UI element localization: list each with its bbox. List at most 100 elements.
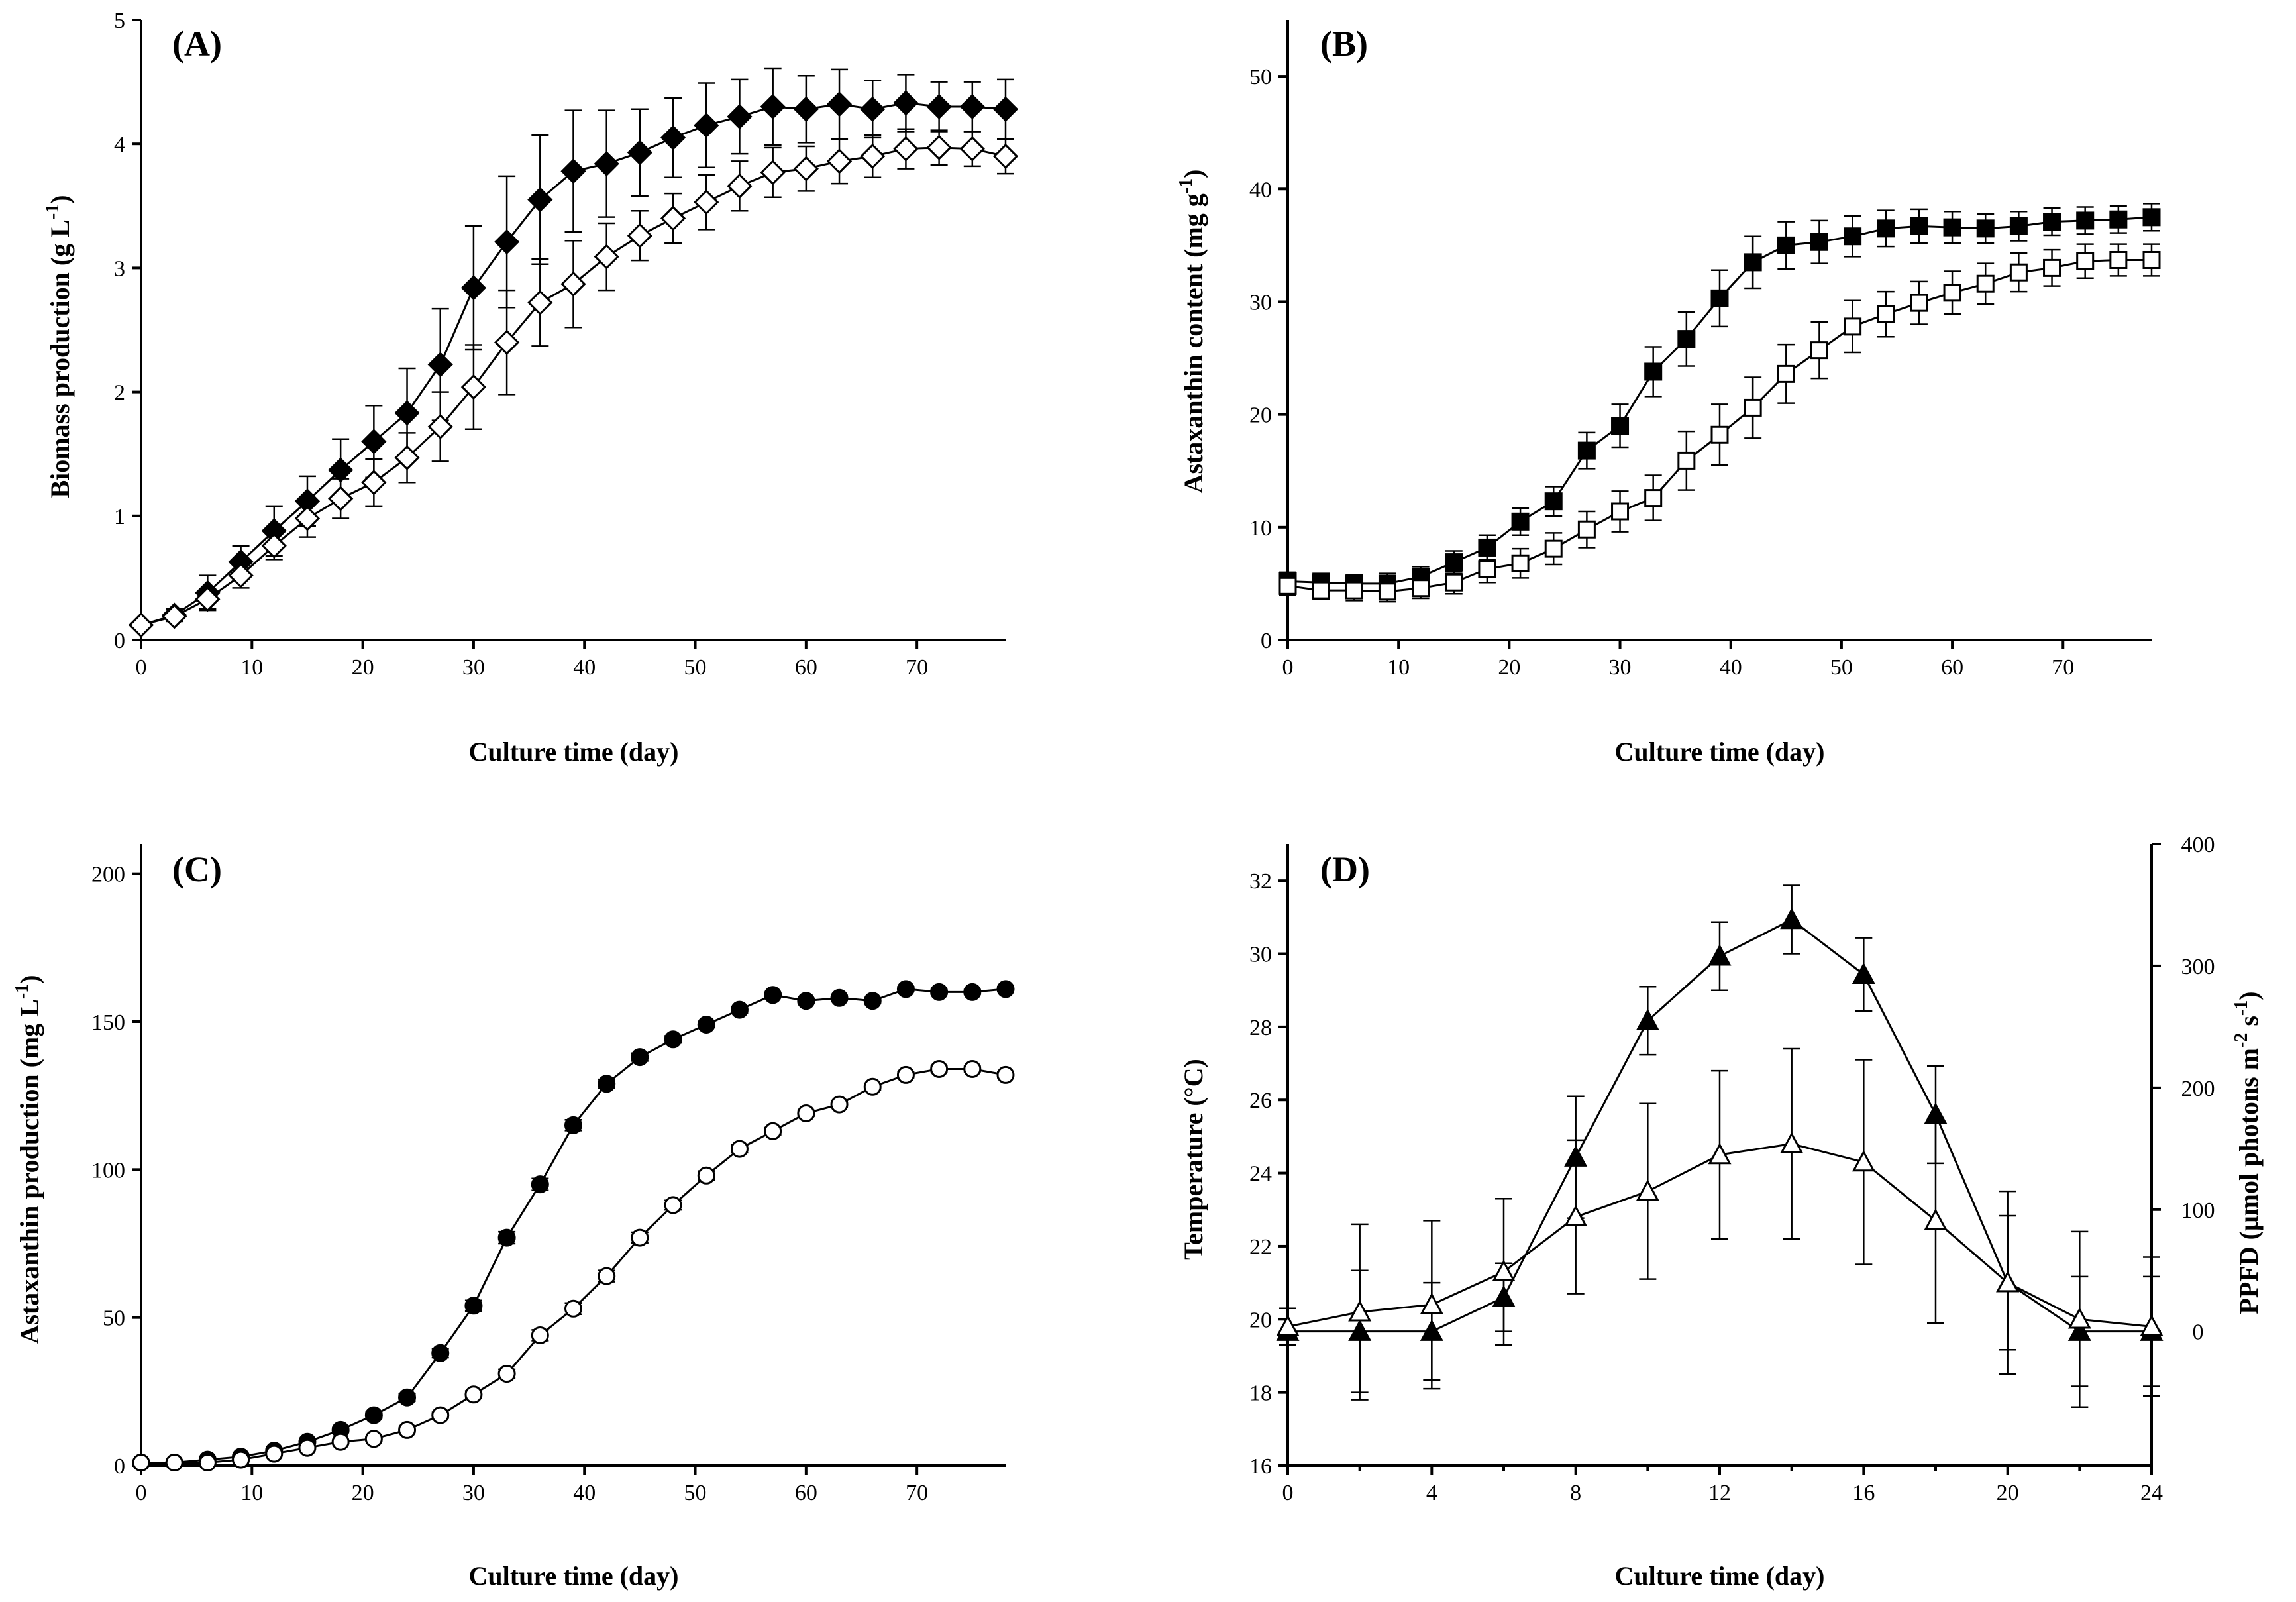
data-point xyxy=(361,470,387,496)
x-tick-label: 20 xyxy=(352,655,374,680)
data-point xyxy=(893,136,919,162)
data-point xyxy=(996,1065,1015,1084)
data-point xyxy=(1924,1208,1948,1230)
data-point xyxy=(598,1075,616,1093)
data-point xyxy=(2140,1314,2164,1336)
data-point xyxy=(261,533,287,559)
data-point xyxy=(1312,581,1330,600)
y-tick-label: 200 xyxy=(91,863,125,887)
panel-c-plot-area: 0 10 20 30 40 50 60 70 0 50 100 150 200 xyxy=(91,844,1015,1505)
data-point xyxy=(896,1065,915,1084)
data-point xyxy=(228,562,254,588)
data-point xyxy=(1611,417,1630,435)
data-point xyxy=(1852,962,1875,985)
data-point xyxy=(364,1406,383,1424)
x-tick-label: 10 xyxy=(240,1481,263,1505)
data-point xyxy=(1708,1142,1732,1165)
data-point xyxy=(195,586,221,612)
data-point xyxy=(460,275,487,301)
panel-d-left-y-axis-label: Temperature (°C) xyxy=(1178,1059,1208,1260)
data-point xyxy=(1744,398,1762,417)
data-point xyxy=(826,148,853,174)
panel-label-d: (D) xyxy=(1320,849,1370,889)
data-point xyxy=(1511,554,1530,572)
data-point xyxy=(826,91,853,117)
panel-b-x-axis-label: Culture time (day) xyxy=(1615,737,1825,767)
data-point xyxy=(165,1454,183,1472)
data-point xyxy=(1976,274,1995,293)
data-point xyxy=(394,400,420,426)
right-y-tick-label: 100 xyxy=(2181,1199,2215,1223)
data-point xyxy=(1478,560,1496,578)
data-point xyxy=(764,986,782,1004)
data-point xyxy=(793,156,819,182)
data-point xyxy=(996,980,1015,998)
panel-a-y-label-main: Biomass production (g L xyxy=(45,219,75,498)
x-tick-label: 70 xyxy=(906,655,928,680)
data-point xyxy=(694,112,719,138)
data-point xyxy=(830,988,849,1007)
data-point xyxy=(830,1095,849,1114)
panel-a-plot-area: 0 10 20 30 40 50 60 70 0 1 2 3 4 5 xyxy=(114,9,1019,680)
data-point xyxy=(963,1059,982,1078)
x-tick-label: 30 xyxy=(462,655,485,680)
x-tick-label: 60 xyxy=(1941,655,1963,680)
data-point xyxy=(431,1344,450,1362)
panel-d-temperature-ppfd: (D) Culture time (day) Temperature (°C) … xyxy=(1178,833,2264,1591)
panel-a-y-axis-label: Biomass production (g L-1) xyxy=(42,195,75,498)
data-point xyxy=(1511,512,1530,531)
data-point xyxy=(265,1444,284,1463)
right-y-tick-label: 400 xyxy=(2181,833,2215,857)
y-tick-label: 40 xyxy=(1249,178,1272,202)
data-point xyxy=(1677,451,1696,470)
data-point xyxy=(128,612,154,638)
y-tick-label: 1 xyxy=(114,505,125,529)
y-tick-label: 32 xyxy=(1249,869,1272,894)
data-point xyxy=(730,1140,749,1158)
x-tick-label: 60 xyxy=(795,655,817,680)
data-point xyxy=(893,90,919,116)
data-point xyxy=(1777,236,1795,254)
data-point xyxy=(328,486,354,511)
data-point xyxy=(1636,1008,1659,1030)
data-point xyxy=(627,223,653,248)
data-point xyxy=(664,1030,682,1049)
panel-d-right-label-sup2: -1 xyxy=(2231,1000,2252,1016)
series-filled-circle xyxy=(132,980,1015,1472)
data-point xyxy=(294,506,321,531)
y-tick-label: 50 xyxy=(1249,65,1272,89)
data-point xyxy=(1577,520,1596,539)
panel-b-y-label-end: ) xyxy=(1178,170,1208,178)
x-tick-label: 20 xyxy=(1997,1481,2019,1505)
y-tick-label: 18 xyxy=(1249,1381,1272,1406)
data-point xyxy=(793,96,819,122)
data-point xyxy=(1492,1259,1516,1281)
x-tick-label: 60 xyxy=(795,1481,817,1505)
data-point xyxy=(531,1175,549,1194)
data-point xyxy=(2067,1307,2091,1329)
x-tick-label: 0 xyxy=(1282,655,1294,680)
data-point xyxy=(760,93,786,120)
y-tick-label: 20 xyxy=(1249,403,1272,428)
panel-a-biomass-production: (A) Culture time (day) Biomass productio… xyxy=(42,9,1019,767)
data-point xyxy=(527,187,553,213)
x-tick-label: 50 xyxy=(1830,655,1853,680)
data-point xyxy=(860,143,886,170)
data-point xyxy=(1445,553,1463,572)
x-tick-label: 40 xyxy=(573,1481,596,1505)
y-tick-label: 22 xyxy=(1249,1235,1272,1259)
data-point xyxy=(497,1365,516,1383)
data-point xyxy=(1644,489,1663,507)
x-tick-label: 70 xyxy=(2052,655,2074,680)
data-point xyxy=(531,1326,549,1344)
data-point xyxy=(431,1406,450,1424)
data-point xyxy=(959,136,985,162)
data-point xyxy=(1844,227,1862,246)
data-point xyxy=(2142,208,2161,227)
data-point xyxy=(1810,233,1828,251)
data-point xyxy=(132,1454,150,1472)
data-point xyxy=(331,1432,350,1451)
data-point xyxy=(198,1454,217,1472)
data-point xyxy=(364,1430,383,1448)
